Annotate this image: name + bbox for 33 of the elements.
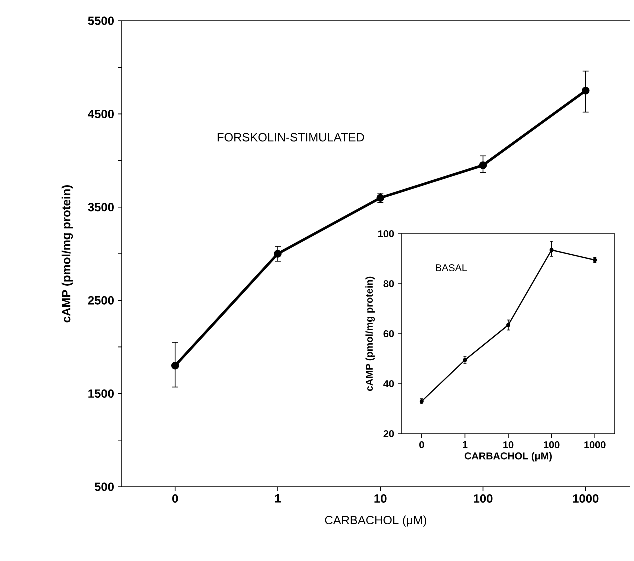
point	[274, 250, 282, 258]
y-tick-label: 1500	[88, 390, 114, 398]
y-axis-title: cAMP (pmol/mg protein)	[366, 276, 376, 392]
annotation: BASAL	[436, 264, 468, 272]
x-tick-label: 1000	[573, 494, 599, 503]
x-tick-label: 10	[374, 494, 387, 503]
x-tick-label: 1	[463, 442, 468, 448]
point	[479, 162, 488, 170]
y-tick-label: 500	[94, 482, 114, 492]
y-tick-label: 60	[384, 330, 394, 338]
y-tick-label: 4500	[88, 110, 114, 118]
y-tick-label: 100	[378, 230, 394, 238]
point	[582, 87, 590, 95]
y-tick-label: 20	[384, 430, 394, 438]
point	[506, 323, 510, 328]
y-axis-title: cAMP (pmol/mg protein)	[62, 186, 74, 323]
y-tick-label: 3500	[88, 203, 114, 212]
y-tick-label: 5500	[88, 16, 114, 26]
x-axis-title: CARBACHOL (μM)	[464, 452, 552, 462]
y-tick-label: 2500	[88, 296, 114, 305]
x-tick-label: 100	[544, 442, 560, 449]
x-tick-label: 100	[474, 494, 493, 503]
annotation: FORSKOLIN-STIMULATED	[218, 133, 364, 142]
y-tick-label: 40	[384, 380, 394, 388]
point	[171, 362, 180, 370]
x-tick-label: 1000	[584, 442, 606, 449]
x-axis-title: CARBACHOL (μM)	[325, 516, 427, 527]
point	[550, 248, 554, 252]
x-tick-label: 1	[275, 494, 281, 503]
x-tick-label: 0	[420, 442, 424, 449]
y-tick-label: 80	[384, 280, 394, 288]
x-tick-label: 10	[504, 442, 514, 449]
x-tick-label: 0	[172, 494, 178, 503]
